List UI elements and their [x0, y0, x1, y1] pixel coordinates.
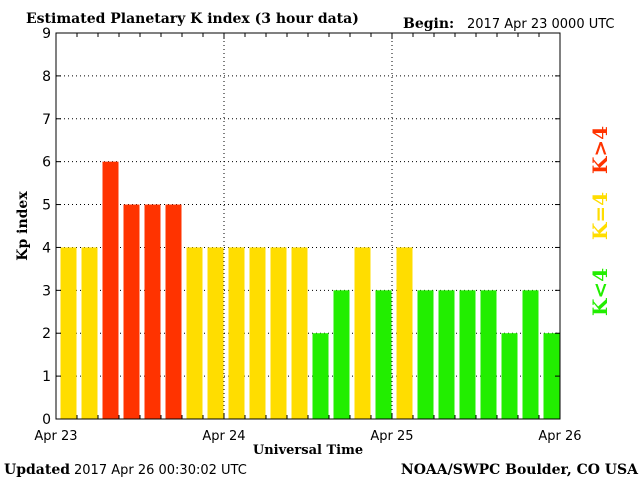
begin-value: 2017 Apr 23 0000 UTC [467, 17, 615, 32]
begin-label: Begin: [403, 16, 454, 32]
kp-bar [123, 204, 140, 419]
kp-bar [354, 247, 371, 419]
x-tick-label: Apr 24 [202, 429, 245, 444]
kp-bar [81, 247, 98, 419]
kp-bar [522, 290, 539, 419]
kp-bar [165, 204, 182, 419]
x-axis-label: Universal Time [253, 443, 363, 458]
y-tick-label: 5 [42, 198, 51, 214]
updated-value: 2017 Apr 26 00:30:02 UTC [74, 463, 247, 478]
kp-bar [228, 247, 245, 419]
x-tick-label: Apr 26 [538, 429, 581, 444]
kp-bar [417, 290, 434, 419]
kp-bar [291, 247, 308, 419]
x-tick-label: Apr 23 [34, 429, 77, 444]
kp-bar [459, 290, 476, 419]
kp-bar [501, 333, 518, 419]
y-tick-label: 1 [42, 369, 51, 385]
x-axis-ticks: Apr 23 Apr 24 Apr 25 Apr 26 [34, 33, 582, 444]
chart-title: Estimated Planetary K index (3 hour data… [26, 11, 359, 27]
kp-bar [396, 247, 413, 419]
kp-bar [375, 290, 392, 419]
kp-bar [249, 247, 266, 419]
kp-bar [333, 290, 350, 419]
y-tick-label: 8 [42, 69, 51, 85]
legend-mid: K=4 [588, 192, 612, 240]
kp-bar [144, 204, 161, 419]
y-tick-label: 7 [42, 112, 51, 128]
kp-bar [60, 247, 77, 419]
y-axis-label: Kp index [15, 191, 31, 261]
kp-bar [312, 333, 329, 419]
updated-label: Updated [4, 462, 70, 478]
y-tick-label: 6 [42, 155, 51, 171]
y-tick-label: 2 [42, 326, 51, 342]
kp-bar [270, 247, 287, 419]
y-axis-ticks: 0 1 2 3 4 5 6 7 8 9 [42, 26, 560, 428]
kp-bar [102, 161, 119, 419]
legend-high: K>4 [588, 126, 612, 174]
kp-bar [543, 333, 560, 419]
y-tick-label: 3 [42, 283, 51, 299]
kp-bar [438, 290, 455, 419]
x-tick-label: Apr 25 [370, 429, 413, 444]
y-tick-label: 9 [42, 26, 51, 42]
source-credit: NOAA/SWPC Boulder, CO USA [401, 462, 639, 478]
kp-bar [207, 247, 224, 419]
kp-bar [186, 247, 203, 419]
y-tick-label: 0 [42, 412, 51, 428]
bar-series [60, 161, 560, 419]
y-tick-label: 4 [42, 240, 51, 256]
kp-bar [480, 290, 497, 419]
legend-low: K<4 [588, 268, 612, 316]
